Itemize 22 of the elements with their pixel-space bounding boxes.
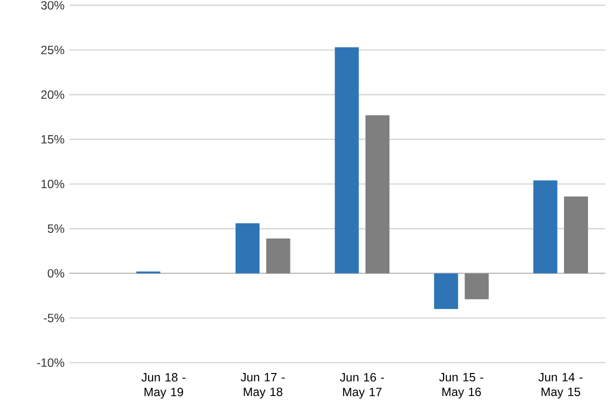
- y-tick-label: -5%: [44, 314, 64, 322]
- bar: [434, 273, 458, 310]
- y-tick-label: 5%: [48, 224, 64, 233]
- bar: [266, 238, 290, 274]
- y-tick-label: -10%: [37, 358, 64, 367]
- bar: [365, 115, 390, 274]
- bar: [564, 196, 588, 274]
- x-tick-label: Jun 18 - May 19: [141, 373, 186, 399]
- y-tick-label: 20%: [41, 90, 64, 99]
- x-tick-label: Jun 14 - May 15: [538, 373, 582, 398]
- y-tick-label: 15%: [42, 135, 64, 144]
- x-tick-label: Jun 16 - May 17: [340, 373, 384, 399]
- bar: [464, 273, 489, 300]
- bar: [334, 47, 359, 274]
- y-tick-label: 0%: [48, 269, 64, 278]
- bar: [533, 180, 558, 274]
- y-tick-label: 30%: [41, 1, 64, 10]
- y-tick-label: 10%: [42, 180, 64, 188]
- y-tick-label: 25%: [41, 46, 64, 54]
- bar: [236, 223, 260, 274]
- x-tick-label: Jun 15 - May 16: [439, 373, 484, 398]
- x-tick-label: Jun 17 - May 18: [240, 373, 285, 398]
